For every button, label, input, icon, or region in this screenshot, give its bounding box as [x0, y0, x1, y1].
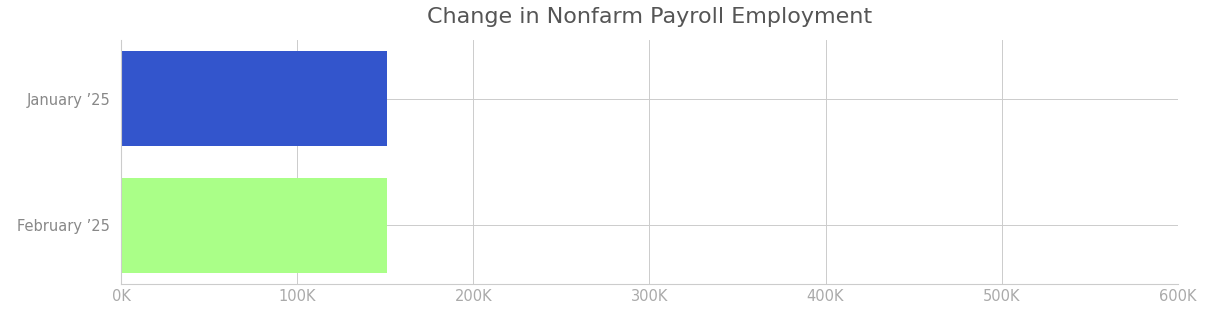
Bar [121, 51, 387, 146]
Title: Change in Nonfarm Payroll Employment: Change in Nonfarm Payroll Employment [427, 7, 872, 27]
Bar [121, 178, 387, 273]
